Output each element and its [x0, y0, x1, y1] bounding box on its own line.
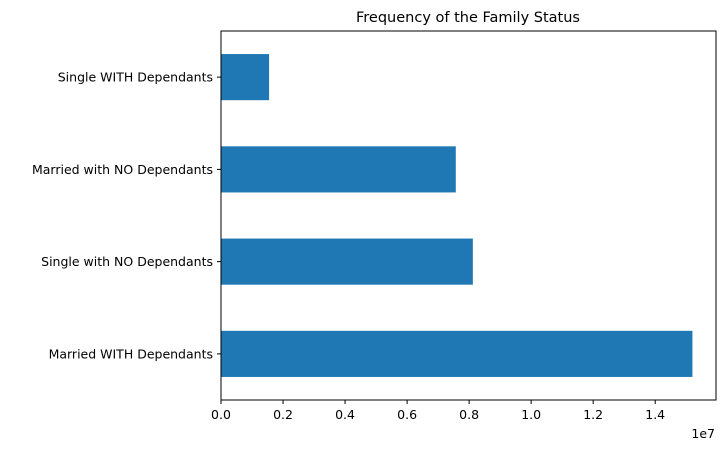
x-tick-label: 0.8 — [459, 407, 479, 422]
bar-0 — [221, 330, 693, 377]
y-tick-label: Single WITH Dependants — [58, 70, 213, 85]
bar-2 — [221, 146, 456, 193]
x-axis-offset-label: 1e7 — [691, 426, 715, 441]
y-tick-label: Married with NO Dependants — [32, 162, 213, 177]
bar-1 — [221, 238, 473, 285]
x-tick-label: 0.4 — [335, 407, 355, 422]
x-tick-label: 1.0 — [521, 407, 541, 422]
plot-frame — [220, 30, 717, 401]
bars-group — [221, 54, 693, 377]
x-tick-label: 1.2 — [583, 407, 603, 422]
y-axis-ticks: Married WITH Dependants Single with NO De… — [32, 70, 221, 361]
x-tick-label: 0.6 — [397, 407, 417, 422]
x-tick-label: 0.2 — [273, 407, 293, 422]
y-tick-label: Single with NO Dependants — [41, 254, 213, 269]
y-tick-label: Married WITH Dependants — [49, 346, 213, 361]
bar-3 — [221, 54, 270, 101]
chart-title: Frequency of the Family Status — [356, 10, 580, 26]
x-tick-label: 1.4 — [645, 407, 665, 422]
x-tick-label: 0.0 — [211, 407, 231, 422]
x-axis-ticks: 0.0 0.2 0.4 0.6 0.8 1.0 1.2 1.4 — [211, 400, 665, 422]
